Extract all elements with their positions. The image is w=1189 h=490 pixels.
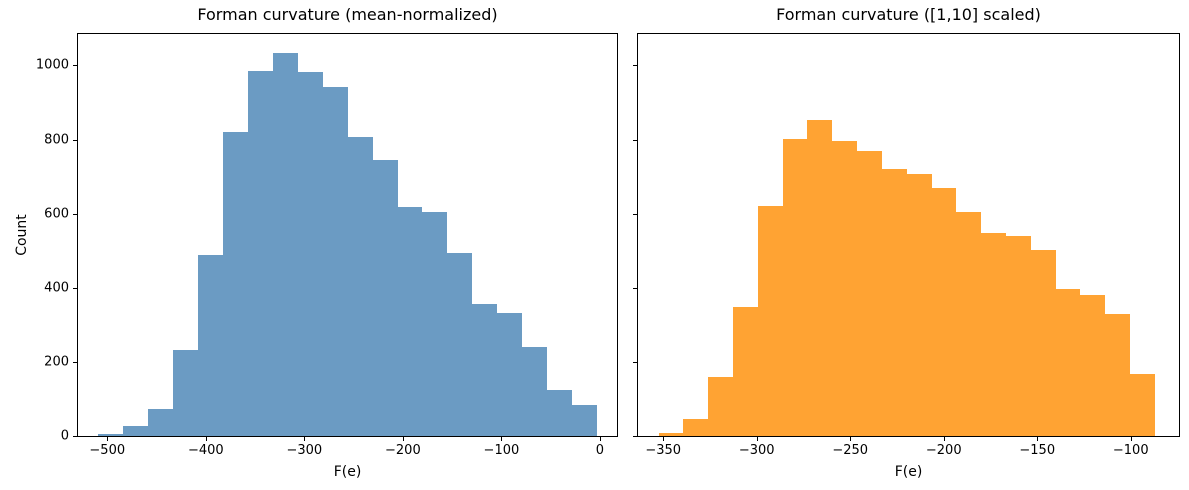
histogram-bar	[1105, 314, 1131, 436]
x-tick-label: −200	[925, 443, 962, 458]
y-tick-label: 200	[44, 354, 69, 370]
x-tick-mark	[850, 437, 852, 441]
right-plot-title: Forman curvature ([1,10] scaled)	[776, 5, 1041, 24]
x-tick-mark	[1130, 437, 1132, 441]
histogram-bar	[272, 52, 298, 436]
y-tick-mark	[73, 213, 77, 215]
y-tick-mark	[633, 287, 637, 289]
x-tick-label: −250	[832, 443, 869, 458]
histogram-bar	[757, 206, 783, 436]
x-tick-label: −150	[1019, 443, 1056, 458]
x-tick-label: −200	[385, 443, 421, 458]
histogram-bar	[497, 313, 523, 436]
histogram-bar	[807, 120, 833, 436]
histogram-bar	[123, 425, 149, 436]
left-histogram-axes: Forman curvature (mean-normalized) F(e) …	[14, 7, 618, 479]
histogram-bar	[906, 173, 932, 436]
histogram-bar	[297, 71, 323, 436]
y-tick-mark	[633, 213, 637, 215]
histogram-bar	[708, 377, 733, 436]
histogram-bar	[447, 253, 473, 436]
histogram-bar	[322, 86, 348, 436]
histogram-bar	[881, 169, 907, 436]
histogram-bar	[98, 434, 124, 436]
histogram-bar	[1005, 235, 1031, 436]
y-tick-mark	[73, 139, 77, 141]
right-plot-area	[638, 34, 1179, 436]
y-tick-mark	[633, 65, 637, 67]
y-tick-mark	[73, 361, 77, 363]
histogram-bar	[198, 255, 224, 436]
x-tick-mark	[1037, 437, 1039, 441]
histogram-bar	[522, 347, 548, 436]
x-tick-mark	[599, 437, 601, 441]
y-tick-mark	[73, 287, 77, 289]
histogram-bar	[472, 303, 498, 436]
histogram-bar	[832, 141, 858, 436]
histogram-bar	[422, 211, 448, 436]
histogram-bar	[397, 207, 423, 436]
histogram-bar	[658, 433, 684, 436]
y-tick-label: 1000	[35, 57, 69, 73]
x-tick-label: −300	[738, 443, 775, 458]
x-tick-mark	[756, 437, 758, 441]
histogram-bar	[547, 389, 573, 436]
left-x-axis-label: F(e)	[333, 464, 362, 480]
right-x-axis-label: F(e)	[894, 464, 923, 480]
x-tick-label: −500	[89, 443, 126, 458]
histogram-bar	[1130, 374, 1155, 436]
x-tick-label: −400	[187, 443, 224, 458]
histogram-bar	[782, 139, 808, 436]
x-tick-label: −100	[483, 443, 520, 458]
histogram-bar	[1030, 249, 1056, 436]
right-histogram-axes: Forman curvature ([1,10] scaled) F(e) −3…	[633, 7, 1180, 479]
y-tick-mark	[73, 436, 77, 437]
histogram-bar	[1055, 288, 1081, 436]
histogram-bar	[733, 307, 758, 436]
histogram-bar	[372, 159, 398, 436]
left-plot-area	[78, 34, 617, 436]
y-tick-mark	[633, 139, 637, 141]
x-tick-mark	[107, 437, 109, 441]
x-tick-label: −350	[645, 443, 682, 458]
y-tick-label: 400	[44, 280, 69, 296]
y-tick-mark	[633, 436, 637, 437]
histogram-bar	[1080, 295, 1106, 436]
histogram-bar	[247, 71, 273, 436]
histogram-bar	[148, 408, 174, 436]
x-tick-mark	[304, 437, 306, 441]
x-tick-mark	[943, 437, 945, 441]
y-tick-mark	[73, 65, 77, 67]
y-tick-label: 800	[44, 132, 69, 148]
x-tick-mark	[663, 437, 665, 441]
histogram-bar	[981, 232, 1006, 436]
histogram-bar	[956, 212, 982, 436]
x-tick-mark	[501, 437, 503, 441]
x-tick-label: 0	[595, 443, 605, 458]
histogram-bar	[683, 419, 709, 436]
left-y-axis-label: Count	[14, 214, 31, 256]
y-tick-label: 600	[44, 206, 69, 222]
histogram-bar	[931, 187, 957, 436]
histogram-bar	[857, 151, 882, 436]
histogram-bar	[223, 132, 248, 436]
y-tick-label: 0	[60, 428, 69, 444]
y-tick-mark	[633, 361, 637, 363]
x-tick-mark	[402, 437, 404, 441]
x-tick-mark	[205, 437, 207, 441]
histogram-bar	[572, 404, 597, 436]
x-tick-label: −100	[1112, 443, 1149, 458]
histogram-bar	[173, 350, 199, 436]
x-tick-label: −300	[286, 443, 323, 458]
histogram-bar	[347, 136, 373, 436]
left-plot-title: Forman curvature (mean-normalized)	[197, 5, 498, 24]
